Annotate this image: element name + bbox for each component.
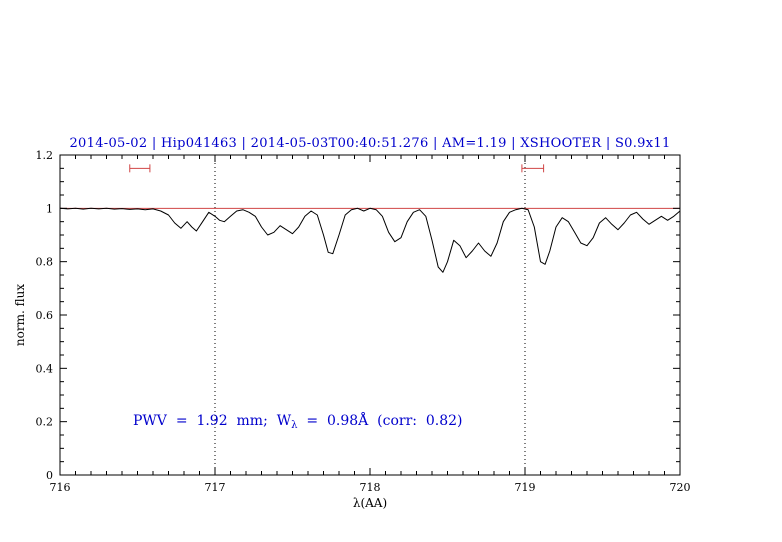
y-tick-label-0.4: 0.4 [36, 362, 54, 375]
y-tick-label-1.2: 1.2 [36, 149, 54, 162]
x-tick-label-718: 718 [360, 481, 381, 494]
x-axis-label: λ(AA) [353, 496, 387, 510]
y-tick-label-0.2: 0.2 [36, 416, 54, 429]
y-tick-label-0: 0 [46, 469, 53, 482]
x-tick-label-720: 720 [670, 481, 691, 494]
y-axis-label: norm. flux [13, 284, 27, 346]
lambda-subscript: λ [291, 420, 298, 431]
plot-title: 2014-05-02 | Hip041463 | 2014-05-03T00:4… [69, 136, 671, 151]
pwv-annotation-text: PWV = 1.92 mm; W [133, 413, 292, 429]
spectrum-line [59, 207, 681, 273]
y-tick-label-0.8: 0.8 [36, 256, 54, 269]
pwv-annotation: PWV = 1.92 mm; Wλ = 0.98Å (corr: 0.82) [133, 413, 463, 431]
pwv-annotation-text-2: = 0.98Å (corr: 0.82) [297, 413, 463, 429]
y-tick-label-1: 1 [46, 202, 53, 215]
x-tick-label-717: 717 [205, 481, 226, 494]
x-tick-label-716: 716 [50, 481, 71, 494]
y-tick-label-0.6: 0.6 [36, 309, 54, 322]
x-tick-label-719: 719 [515, 481, 536, 494]
